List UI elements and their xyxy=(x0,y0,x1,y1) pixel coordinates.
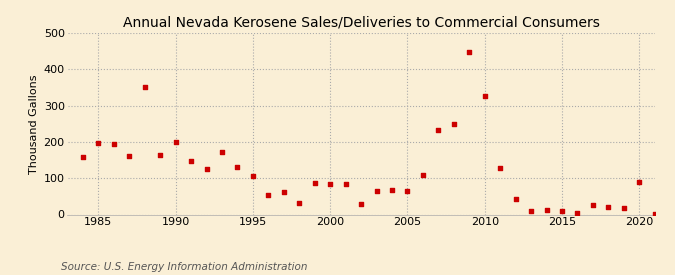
Point xyxy=(309,180,320,185)
Point xyxy=(232,165,243,169)
Point xyxy=(464,49,475,54)
Point xyxy=(248,174,259,178)
Point xyxy=(418,173,429,177)
Point xyxy=(433,128,443,132)
Point xyxy=(402,189,413,193)
Point xyxy=(510,197,521,202)
Point xyxy=(93,141,104,145)
Point xyxy=(279,190,290,194)
Point xyxy=(325,182,335,186)
Point xyxy=(109,142,119,147)
Point xyxy=(356,202,367,207)
Point xyxy=(572,210,583,215)
Title: Annual Nevada Kerosene Sales/Deliveries to Commercial Consumers: Annual Nevada Kerosene Sales/Deliveries … xyxy=(123,15,599,29)
Point xyxy=(78,155,88,159)
Point xyxy=(186,159,196,163)
Point xyxy=(526,209,537,213)
Point xyxy=(634,180,645,184)
Point xyxy=(155,153,165,158)
Point xyxy=(294,200,304,205)
Point xyxy=(217,150,227,154)
Point xyxy=(479,94,490,98)
Point xyxy=(263,192,274,197)
Text: Source: U.S. Energy Information Administration: Source: U.S. Energy Information Administ… xyxy=(61,262,307,272)
Point xyxy=(340,182,351,186)
Point xyxy=(603,204,614,209)
Point xyxy=(557,208,568,213)
Y-axis label: Thousand Gallons: Thousand Gallons xyxy=(30,74,39,174)
Point xyxy=(618,205,629,210)
Point xyxy=(201,167,212,171)
Point xyxy=(124,154,135,159)
Point xyxy=(649,211,660,216)
Point xyxy=(495,166,506,170)
Point xyxy=(139,84,150,89)
Point xyxy=(448,122,459,127)
Point xyxy=(170,139,181,144)
Point xyxy=(587,202,598,207)
Point xyxy=(371,189,382,193)
Point xyxy=(387,188,398,192)
Point xyxy=(541,208,552,212)
